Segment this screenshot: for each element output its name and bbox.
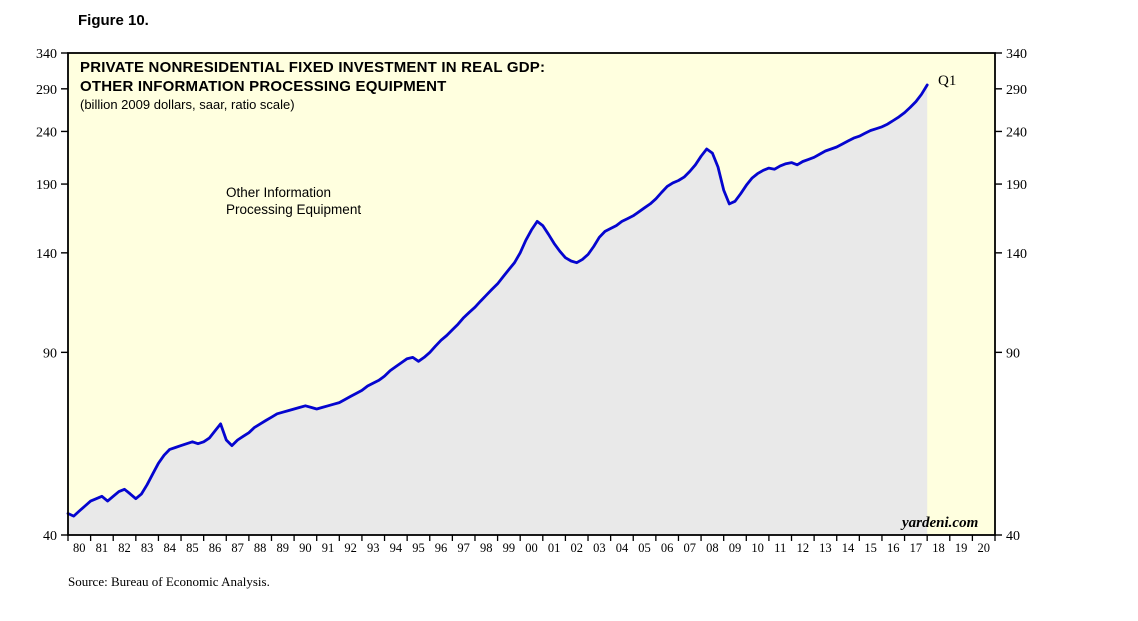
x-tick-label: 82 xyxy=(118,541,131,555)
area-fill xyxy=(68,85,928,535)
x-tick-label: 91 xyxy=(322,541,335,555)
y-tick-label-right: 340 xyxy=(1006,47,1027,62)
x-tick-label: 13 xyxy=(819,541,832,555)
chart-title-line1: PRIVATE NONRESIDENTIAL FIXED INVESTMENT … xyxy=(80,59,545,76)
end-point-label: Q1 xyxy=(938,73,956,89)
x-tick-label: 10 xyxy=(751,541,764,555)
x-tick-label: 09 xyxy=(729,541,742,555)
x-tick-label: 04 xyxy=(616,541,629,555)
x-tick-label: 17 xyxy=(910,541,923,555)
chart-title-line2: OTHER INFORMATION PROCESSING EQUIPMENT xyxy=(80,78,447,95)
x-tick-label: 02 xyxy=(570,541,583,555)
x-tick-label: 18 xyxy=(932,541,945,555)
x-axis-labels: 80 81 82 83 84 85 86 87 88 89 90 91 92 93 94 95 96 97 98 99… xyxy=(73,541,990,555)
x-tick-label: 83 xyxy=(141,541,154,555)
data-line xyxy=(66,83,929,518)
figure-label: Figure 10. xyxy=(78,12,149,29)
x-tick-label: 16 xyxy=(887,541,900,555)
x-tick-label: 03 xyxy=(593,541,606,555)
x-tick-label: 08 xyxy=(706,541,719,555)
x-tick-label: 12 xyxy=(797,541,810,555)
x-tick-label: 81 xyxy=(96,541,109,555)
x-tick-label: 19 xyxy=(955,541,968,555)
plot-frame xyxy=(67,52,996,536)
x-tick-label: 94 xyxy=(390,541,403,555)
y-tick-label-left: 240 xyxy=(36,125,57,140)
y-tick-label-right: 190 xyxy=(1006,178,1027,193)
x-tick-label: 87 xyxy=(231,541,244,555)
x-tick-label: 11 xyxy=(774,541,786,555)
x-tick-label: 84 xyxy=(163,541,176,555)
x-tick-label: 90 xyxy=(299,541,312,555)
x-tick-label: 96 xyxy=(435,541,448,555)
area-fill-layer xyxy=(68,85,928,535)
x-tick-label: 20 xyxy=(977,541,990,555)
y-tick-label-right: 140 xyxy=(1006,247,1027,262)
source-note: Source: Bureau of Economic Analysis. xyxy=(68,574,270,589)
x-tick-label: 01 xyxy=(548,541,561,555)
x-tick-label: 97 xyxy=(457,541,470,555)
series-annotation-line1: Other Information xyxy=(226,185,331,200)
y-tick-label-right: 240 xyxy=(1006,125,1027,140)
y-tick-label-left: 190 xyxy=(36,178,57,193)
x-tick-label: 05 xyxy=(638,541,651,555)
chart-subtitle: (billion 2009 dollars, saar, ratio scale… xyxy=(80,97,295,112)
y-tick-label-left: 90 xyxy=(43,346,57,361)
y-tick-label-right: 90 xyxy=(1006,346,1020,361)
watermark: yardeni.com xyxy=(900,515,978,531)
x-tick-label: 15 xyxy=(864,541,877,555)
y-axis-labels-right: 40 90 140 190 240 290 340 xyxy=(1006,47,1027,544)
x-tick-label: 14 xyxy=(842,541,855,555)
x-tick-label: 85 xyxy=(186,541,199,555)
y-tick-label-left: 290 xyxy=(36,83,57,98)
y-axis-labels-left: 40 90 140 190 240 290 340 xyxy=(36,47,57,544)
x-tick-label: 98 xyxy=(480,541,493,555)
x-tick-label: 99 xyxy=(503,541,516,555)
axes-layer xyxy=(61,52,1002,541)
x-tick-label: 95 xyxy=(412,541,425,555)
y-tick-label-right: 290 xyxy=(1006,83,1027,98)
y-tick-label-right: 40 xyxy=(1006,529,1020,544)
x-tick-label: 86 xyxy=(209,541,222,555)
x-tick-label: 07 xyxy=(684,541,697,555)
x-tick-label: 06 xyxy=(661,541,674,555)
y-tick-label-left: 140 xyxy=(36,247,57,262)
x-tick-label: 80 xyxy=(73,541,86,555)
data-line-layer xyxy=(66,83,929,518)
x-tick-label: 92 xyxy=(344,541,357,555)
x-tick-label: 89 xyxy=(277,541,290,555)
x-tick-label: 88 xyxy=(254,541,267,555)
series-annotation-line2: Processing Equipment xyxy=(226,202,361,217)
y-tick-label-left: 340 xyxy=(36,47,57,62)
y-tick-label-left: 40 xyxy=(43,529,57,544)
x-tick-label: 00 xyxy=(525,541,538,555)
x-tick-label: 93 xyxy=(367,541,380,555)
